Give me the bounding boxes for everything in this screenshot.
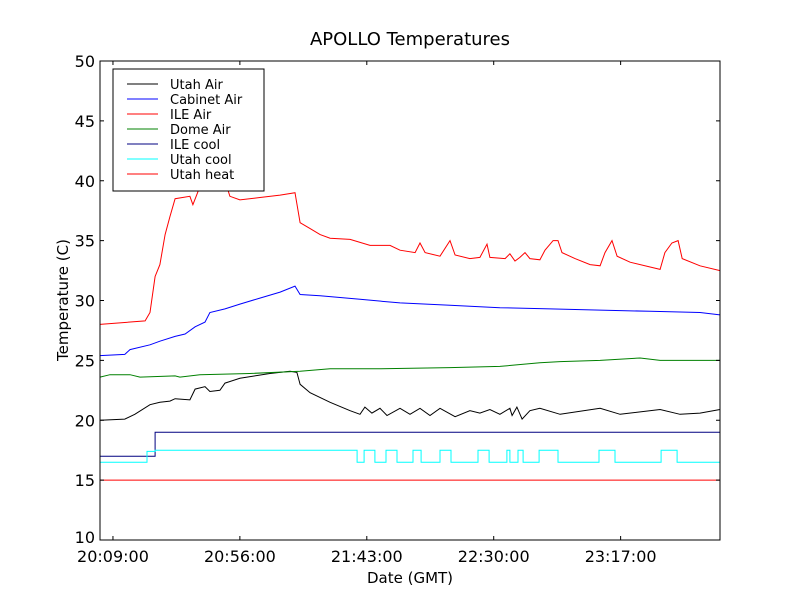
x-tick-label: 23:17:00 [585,547,657,566]
legend-box [112,68,265,192]
y-tick-label: 30 [75,292,95,311]
legend-item: Utah cool [127,153,232,168]
legend-label: Cabinet Air [170,93,243,108]
tick-layer: 20:09:00 20:56:00 21:43:00 22:30:00 23:17:00… [75,52,720,566]
series-line-utah-cool [100,449,720,463]
y-tick-label: 25 [75,351,95,370]
y-tick-label: 15 [75,471,95,490]
legend-label: Utah cool [170,153,232,168]
y-tick-label: 45 [75,112,95,131]
legend-item: Utah heat [127,168,234,183]
legend-label: ILE cool [170,138,220,153]
y-tick-label: 35 [75,232,95,251]
chart-title: APOLLO Temperatures [310,29,510,50]
legend-item: ILE cool [127,138,220,153]
x-tick-label: 20:56:00 [204,547,276,566]
legend-item: Dome Air [127,123,231,138]
series-line-utah-air [99,370,721,421]
legend-label: Utah Air [170,78,223,93]
y-axis-label: Temperature (C) [54,239,72,362]
legend-item: ILE Air [127,108,212,123]
series-layer [99,174,721,481]
x-axis-label: Date (GMT) [367,569,453,587]
legend-item: Utah Air [127,78,223,93]
x-tick-label: 20:09:00 [77,547,149,566]
y-tick-label: 40 [75,172,95,191]
y-tick-label: 10 [75,528,95,547]
series-line-dome-air [99,357,720,378]
series-line-cabinet-air [99,285,721,357]
x-tick-label: 21:43:00 [331,547,403,566]
legend-label: Dome Air [170,123,231,138]
legend-label: ILE Air [170,108,212,123]
legend-label: Utah heat [170,168,234,183]
y-tick-label: 20 [75,411,95,430]
x-tick-label: 22:30:00 [458,547,530,566]
y-tick-label: 50 [75,52,95,71]
legend-item: Cabinet Air [127,93,243,108]
series-line-ile-cool [100,431,720,457]
